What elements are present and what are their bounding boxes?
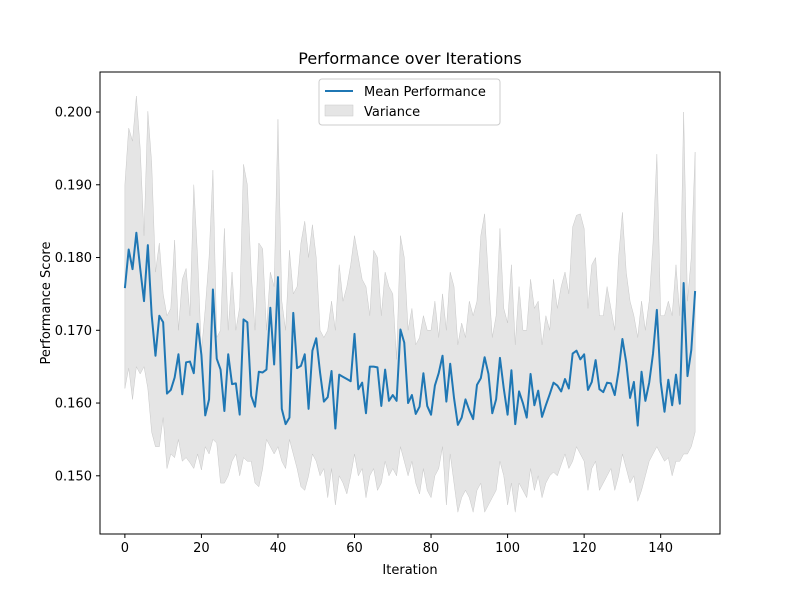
y-axis-label: Performance Score	[39, 242, 54, 365]
plot-frame	[99, 71, 721, 535]
y-tick-label: 0.180	[55, 251, 92, 266]
legend-box	[318, 78, 501, 126]
x-tick-label: 80	[423, 541, 440, 556]
legend-label-variance: Variance	[364, 105, 420, 120]
y-axis: 0.150 0.160 0.170 0.180 0.190 0.200	[55, 106, 100, 484]
y-tick-label: 0.170	[55, 324, 92, 339]
x-tick-label: 100	[495, 541, 520, 556]
y-tick-label: 0.150	[55, 469, 92, 484]
x-tick-label: 120	[572, 541, 597, 556]
y-tick-label: 0.190	[55, 178, 92, 193]
x-tick-label: 20	[193, 541, 210, 556]
legend-label-mean-performance: Mean Performance	[364, 85, 486, 100]
variance-band	[124, 95, 696, 513]
x-tick-label: 140	[648, 541, 673, 556]
variance-band-layer	[124, 95, 696, 513]
mean-line-layer	[123, 231, 697, 430]
legend: Mean Performance Variance	[318, 78, 501, 126]
mean-performance-line	[123, 231, 697, 430]
x-axis-label: Iteration	[382, 563, 437, 578]
y-tick-label: 0.160	[55, 397, 92, 412]
chart-title: Performance over Iterations	[298, 49, 521, 68]
y-tick-label: 0.200	[55, 106, 92, 121]
x-tick-label: 40	[270, 541, 287, 556]
x-axis: 0 20 40 60 80 100 120 140	[121, 534, 673, 556]
legend-swatch-variance	[324, 104, 354, 117]
x-tick-label: 0	[121, 541, 129, 556]
x-tick-label: 60	[346, 541, 363, 556]
